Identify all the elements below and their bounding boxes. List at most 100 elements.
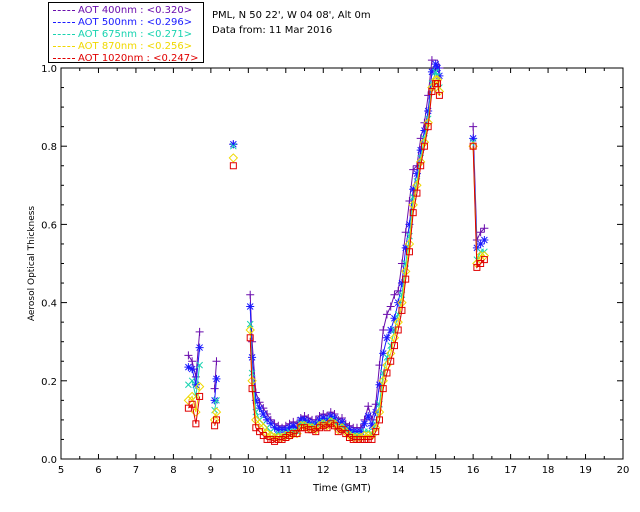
data-point-400nm bbox=[427, 56, 436, 65]
data-point-870nm bbox=[393, 317, 403, 327]
data-point-500nm bbox=[304, 417, 313, 426]
data-point-1020nm bbox=[364, 435, 372, 443]
data-point-400nm bbox=[379, 325, 388, 334]
data-point-870nm bbox=[412, 180, 422, 191]
data-point-1020nm bbox=[308, 426, 316, 434]
data-point-500nm bbox=[195, 343, 204, 352]
data-date: Data from: 11 Mar 2016 bbox=[212, 25, 333, 36]
data-point-500nm bbox=[469, 134, 478, 143]
data-point-500nm bbox=[433, 64, 442, 72]
legend-label-870nm: AOT 870nm : <0.256> bbox=[78, 41, 193, 52]
data-point-500nm bbox=[364, 411, 373, 420]
data-point-1020nm bbox=[286, 432, 294, 440]
legend-label-675nm: AOT 675nm : <0.271> bbox=[78, 29, 193, 40]
legend-label-1020nm: AOT 1020nm : <0.247> bbox=[78, 53, 199, 64]
data-point-400nm bbox=[246, 290, 255, 299]
data-point-500nm bbox=[338, 417, 346, 426]
data-point-870nm bbox=[258, 423, 269, 433]
data-point-675nm bbox=[229, 142, 237, 150]
data-point-1020nm bbox=[383, 369, 391, 377]
data-point-500nm bbox=[416, 146, 425, 155]
data-point-500nm bbox=[229, 140, 238, 149]
data-point-675nm bbox=[246, 320, 254, 328]
data-point-500nm bbox=[435, 71, 444, 80]
legend-swatch-500nm bbox=[53, 21, 75, 23]
data-point-1020nm bbox=[312, 428, 320, 436]
data-point-400nm bbox=[212, 357, 221, 366]
y-tick-label: 1.0 bbox=[41, 64, 57, 75]
y-tick-label: 0.6 bbox=[41, 220, 57, 231]
data-point-400nm bbox=[188, 357, 197, 366]
data-point-870nm bbox=[475, 250, 486, 261]
data-point-1020nm bbox=[316, 424, 324, 432]
x-tick-label: 17 bbox=[504, 465, 517, 476]
series-line-3 bbox=[214, 411, 217, 421]
data-point-400nm bbox=[195, 327, 204, 336]
data-point-1020nm bbox=[327, 420, 335, 428]
data-point-1020nm bbox=[301, 424, 309, 432]
legend-entry-400nm: AOT 400nm : <0.320> bbox=[53, 5, 192, 17]
legend-swatch-870nm bbox=[53, 45, 75, 47]
data-point-500nm bbox=[311, 419, 320, 428]
data-point-870nm bbox=[434, 86, 445, 97]
data-point-500nm bbox=[379, 349, 388, 358]
data-point-1020nm bbox=[229, 162, 237, 170]
data-point-1020nm bbox=[289, 430, 297, 438]
data-point-1020nm bbox=[424, 123, 432, 131]
x-tick-label: 9 bbox=[208, 465, 214, 476]
data-point-500nm bbox=[255, 404, 264, 413]
data-point-1020nm bbox=[428, 87, 436, 95]
data-point-675nm bbox=[188, 377, 196, 385]
data-point-400nm bbox=[480, 224, 489, 233]
data-point-1020nm bbox=[372, 428, 380, 436]
y-tick-label: 0.0 bbox=[41, 455, 57, 466]
series-line-2 bbox=[249, 70, 440, 437]
data-point-870nm bbox=[209, 415, 220, 425]
x-tick-label: 20 bbox=[617, 465, 630, 476]
legend-swatch-400nm bbox=[53, 9, 75, 11]
data-point-1020nm bbox=[345, 433, 353, 441]
data-point-1020nm bbox=[192, 420, 200, 428]
legend: AOT 400nm : <0.320> AOT 500nm : <0.296> … bbox=[48, 2, 204, 64]
legend-swatch-675nm bbox=[53, 33, 75, 35]
data-point-1020nm bbox=[357, 435, 365, 443]
x-tick-label: 7 bbox=[133, 465, 139, 476]
data-point-500nm bbox=[330, 413, 339, 422]
data-point-1020nm bbox=[263, 435, 271, 443]
data-point-500nm bbox=[401, 243, 410, 252]
data-point-500nm bbox=[424, 107, 433, 116]
data-point-500nm bbox=[263, 415, 272, 424]
series-line-0 bbox=[214, 361, 217, 389]
data-point-870nm bbox=[228, 153, 239, 163]
series-line-4 bbox=[472, 146, 485, 269]
legend-entry-870nm: AOT 870nm : <0.256> bbox=[53, 41, 192, 53]
data-point-675nm bbox=[213, 396, 220, 404]
station-location: PML, N 50 22', W 04 08', Alt 0m bbox=[212, 10, 371, 21]
data-point-500nm bbox=[212, 374, 221, 383]
data-point-870nm bbox=[211, 407, 222, 417]
data-point-500nm bbox=[323, 415, 332, 424]
data-point-1020nm bbox=[477, 260, 485, 267]
data-point-1020nm bbox=[390, 342, 398, 350]
data-point-1020nm bbox=[409, 209, 417, 217]
series-line-0 bbox=[249, 59, 440, 429]
data-point-675nm bbox=[196, 361, 203, 369]
data-point-1020nm bbox=[417, 162, 425, 170]
plot-frame bbox=[60, 67, 624, 460]
data-point-1020nm bbox=[278, 435, 286, 443]
legend-label-500nm: AOT 500nm : <0.296> bbox=[78, 17, 193, 28]
x-tick-label: 16 bbox=[467, 465, 480, 476]
data-point-500nm bbox=[345, 425, 354, 434]
data-point-400nm bbox=[469, 122, 478, 131]
data-point-500nm bbox=[356, 427, 365, 436]
series-line-4 bbox=[249, 83, 440, 442]
series-line-4 bbox=[188, 396, 201, 424]
data-point-400nm bbox=[382, 310, 391, 319]
legend-label-400nm: AOT 400nm : <0.320> bbox=[78, 5, 193, 16]
x-tick-label: 5 bbox=[58, 465, 64, 476]
data-point-500nm bbox=[293, 423, 302, 432]
data-point-500nm bbox=[315, 415, 324, 424]
data-point-1020nm bbox=[342, 430, 350, 438]
x-tick-label: 13 bbox=[354, 465, 367, 476]
